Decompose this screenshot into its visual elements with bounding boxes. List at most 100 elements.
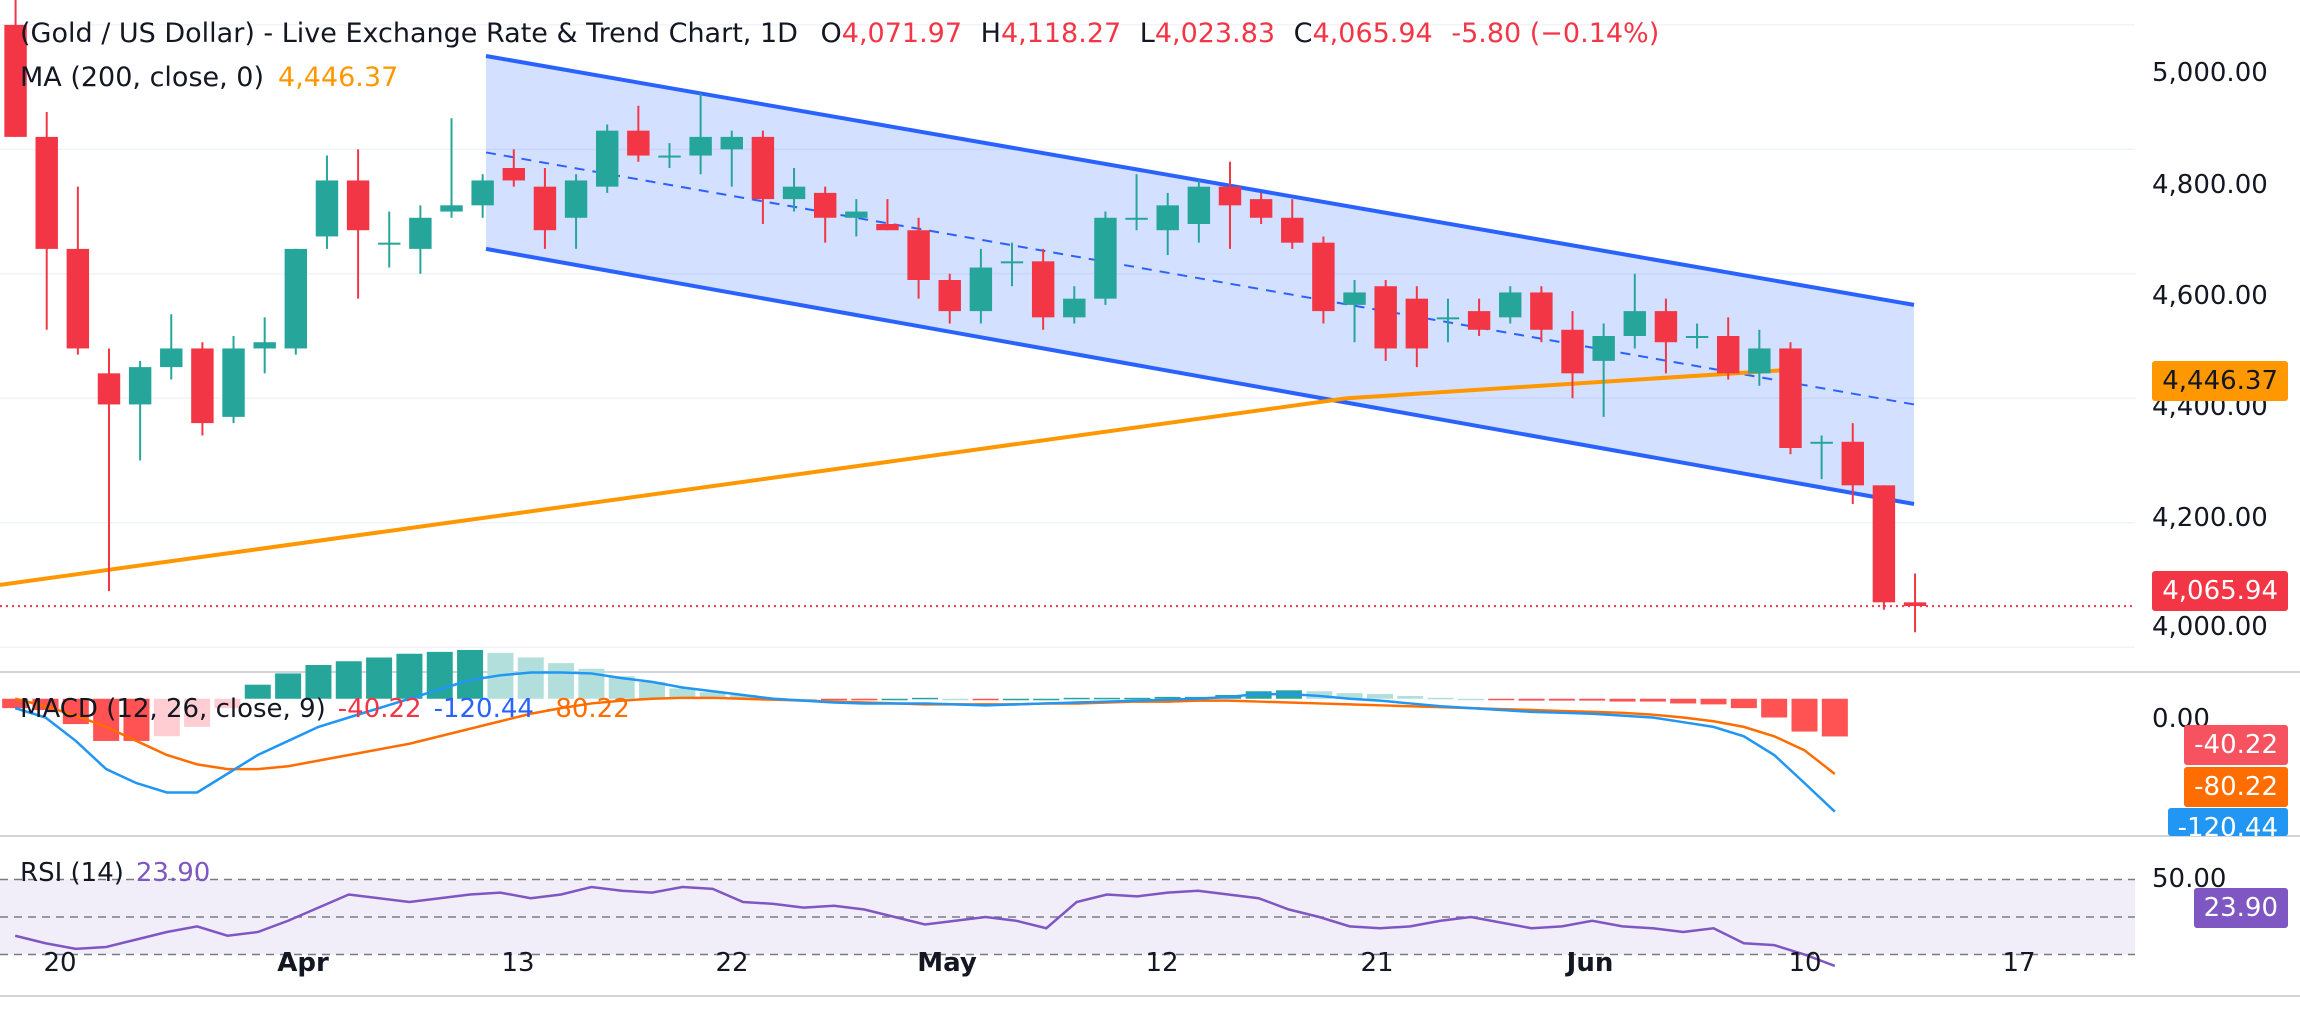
candle-body-34 bbox=[1063, 298, 1086, 318]
macd-hist-bar-10 bbox=[305, 665, 332, 699]
macd-hist-bar-6 bbox=[184, 698, 211, 727]
candle-body-38 bbox=[1187, 186, 1211, 224]
channel-lower-line bbox=[485, 246, 1915, 506]
candle-body-55 bbox=[1716, 336, 1740, 374]
candle-body-57 bbox=[1779, 348, 1802, 448]
high-value: 4,118.27 bbox=[1000, 18, 1122, 49]
x-tick-17: 17 bbox=[2002, 948, 2036, 978]
x-tick-may: May bbox=[917, 948, 977, 978]
close-label: C bbox=[1293, 18, 1313, 49]
macd-hist-bar-24 bbox=[730, 695, 757, 699]
y-tick-5000: 5,000.00 bbox=[2152, 58, 2268, 88]
candle-body-26 bbox=[813, 192, 837, 218]
ma-legend[interactable]: MA (200, close, 0) 4,446.37 bbox=[20, 62, 398, 93]
x-tick-apr: Apr bbox=[277, 948, 329, 978]
macd-hist-bar-11 bbox=[335, 661, 362, 699]
candle-body-6 bbox=[191, 348, 214, 424]
macd-hist-bar-18 bbox=[548, 663, 575, 699]
macd-hist-bar-21 bbox=[639, 681, 666, 699]
candle-body-39 bbox=[1218, 186, 1242, 206]
macd-hist-bar-46 bbox=[1397, 695, 1424, 699]
macd-hist-bar-54 bbox=[1639, 698, 1666, 702]
macd-hist-bar-51 bbox=[1548, 698, 1575, 701]
channel-upper-line bbox=[485, 54, 1915, 307]
open-label: O bbox=[820, 18, 842, 49]
candle-body-58 bbox=[1810, 441, 1833, 444]
macd-hist-bar-15 bbox=[457, 650, 484, 699]
macd-hist-bar-0 bbox=[2, 698, 29, 709]
macd-hist-bar-31 bbox=[942, 698, 969, 701]
candle-body-22 bbox=[689, 136, 712, 156]
macd-hist-bar-57 bbox=[1730, 698, 1757, 709]
macd-hist-bar-37 bbox=[1124, 697, 1151, 700]
candle-body-59 bbox=[1841, 441, 1864, 486]
candle-body-7 bbox=[222, 348, 245, 417]
macd-hist-bar-30 bbox=[912, 697, 938, 700]
candle-body-20 bbox=[627, 130, 650, 156]
candle-body-60 bbox=[1872, 485, 1896, 603]
macd-hist-bar-55 bbox=[1670, 698, 1697, 704]
candle-body-9 bbox=[284, 248, 308, 349]
macd-hist-bar-53 bbox=[1609, 698, 1636, 702]
open-value: 4,071.97 bbox=[841, 18, 963, 49]
x-tick-22: 22 bbox=[715, 948, 749, 978]
macd-hist-bar-45 bbox=[1366, 694, 1393, 699]
y-tick-4600: 4,600.00 bbox=[2152, 281, 2268, 311]
candle-body-52 bbox=[1623, 311, 1647, 336]
candle-body-43 bbox=[1343, 292, 1366, 305]
change-value: -5.80 (−0.14%) bbox=[1451, 18, 1660, 49]
candle-body-61 bbox=[1903, 602, 1927, 607]
macd-label: MACD (12, 26, close, 9) bbox=[20, 694, 326, 724]
candle-body-48 bbox=[1499, 292, 1522, 318]
candle-body-4 bbox=[128, 367, 152, 405]
candle-body-36 bbox=[1125, 217, 1148, 220]
candle-body-45 bbox=[1405, 298, 1429, 349]
macd-hist-bar-58 bbox=[1761, 698, 1788, 718]
ma-label: MA (200, close, 0) bbox=[20, 62, 265, 93]
x-tick-13: 13 bbox=[501, 948, 535, 978]
macd-hist-value: -40.22 bbox=[337, 694, 422, 724]
macd-hist-bar-17 bbox=[517, 657, 544, 699]
candle-body-30 bbox=[938, 280, 961, 312]
candle-body-28 bbox=[876, 224, 899, 231]
candle-body-41 bbox=[1281, 217, 1304, 243]
macd-hist-bar-32 bbox=[972, 698, 999, 701]
candle-body-53 bbox=[1654, 311, 1678, 343]
candle-body-35 bbox=[1094, 217, 1117, 299]
candle-body-10 bbox=[315, 180, 339, 237]
candle-body-54 bbox=[1685, 336, 1709, 338]
macd-hist-bar-8 bbox=[244, 684, 271, 699]
macd-hist-bar-60 bbox=[1821, 698, 1848, 737]
macd-hist-bar-59 bbox=[1791, 698, 1818, 732]
candle-body-16 bbox=[502, 168, 526, 181]
y-tick-4800: 4,800.00 bbox=[2152, 170, 2268, 200]
macd-hist-bar-36 bbox=[1093, 697, 1120, 700]
ma-price-tag: 4,446.37 bbox=[2152, 361, 2288, 401]
candle-body-50 bbox=[1561, 329, 1584, 374]
macd-legend[interactable]: MACD (12, 26, close, 9) -40.22 -120.44 -80.… bbox=[20, 694, 630, 724]
y-tick-4200: 4,200.00 bbox=[2152, 503, 2268, 533]
rsi-legend[interactable]: RSI (14) 23.90 bbox=[20, 858, 210, 888]
macd-hist-bar-22 bbox=[669, 688, 696, 699]
candle-body-47 bbox=[1467, 311, 1491, 330]
symbol-title[interactable]: (Gold / US Dollar) - Live Exchange Rate … bbox=[20, 18, 798, 49]
x-tick-20: 20 bbox=[43, 948, 77, 978]
macd-hist-bar-20 bbox=[608, 676, 635, 699]
x-tick-12: 12 bbox=[1145, 948, 1179, 978]
macd-hist-bar-29 bbox=[881, 698, 908, 701]
macd-hist-bar-38 bbox=[1154, 696, 1181, 699]
candle-body-44 bbox=[1374, 286, 1397, 349]
candle-body-14 bbox=[440, 205, 463, 212]
x-tick-21: 21 bbox=[1360, 948, 1394, 978]
macd-hist-bar-35 bbox=[1063, 697, 1090, 700]
candle-body-37 bbox=[1156, 205, 1179, 231]
macd-main-line bbox=[14, 671, 1836, 813]
macd-hist-bar-28 bbox=[851, 698, 878, 701]
high-label: H bbox=[980, 18, 1001, 49]
macd-hist-tag: -40.22 bbox=[2184, 725, 2288, 765]
macd-hist-bar-47 bbox=[1427, 697, 1454, 700]
ma-value: 4,446.37 bbox=[278, 62, 399, 93]
macd-hist-bar-12 bbox=[366, 657, 393, 699]
macd-hist-bar-52 bbox=[1579, 698, 1606, 701]
